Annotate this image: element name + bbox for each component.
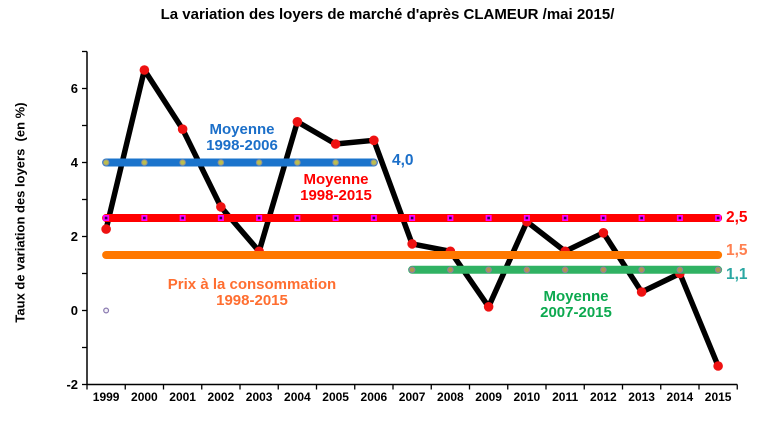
data-point-2002	[216, 202, 226, 212]
stray-point-marker	[103, 307, 110, 314]
hline-marker	[408, 266, 416, 274]
y-tick-label: 0	[71, 303, 78, 318]
hline-marker-inner	[219, 216, 223, 220]
data-point-2000	[139, 65, 150, 75]
annotation-line: Prix à la consommation	[167, 276, 337, 293]
x-tick-label: 2003	[246, 390, 273, 404]
x-tick-label: 2001	[169, 390, 196, 404]
y-tick-label: 2	[71, 229, 78, 244]
annotation-line: 1998-2015	[216, 292, 288, 309]
x-tick-label: 2000	[131, 390, 158, 404]
value-label-moyenne-1998-2015: 2,5	[726, 209, 748, 226]
hline-marker-inner	[372, 216, 376, 220]
hline-marker-inner	[296, 216, 299, 220]
data-point-2007	[407, 239, 417, 249]
value-label-moyenne-1998-2006: 4,0	[392, 152, 414, 169]
data-point-2001	[177, 124, 188, 134]
x-tick-label: 2011	[552, 390, 578, 404]
x-tick-label: 2007	[399, 390, 426, 404]
annotation-line: Moyenne	[209, 121, 275, 138]
hline-marker-inner	[257, 216, 261, 220]
data-point-1999	[101, 224, 111, 234]
x-tick-label: 2008	[437, 390, 464, 404]
hline-marker-inner	[449, 216, 452, 220]
hline-marker-inner	[334, 216, 337, 220]
hline-marker	[638, 266, 645, 274]
data-point-2005	[330, 139, 341, 149]
annotation-line: 2007-2015	[540, 304, 612, 321]
value-label-moyenne-2007-2015: 1,1	[726, 266, 748, 283]
x-tick-label: 2010	[514, 390, 541, 404]
data-point-2004	[292, 117, 303, 127]
y-tick-label: 6	[71, 81, 78, 96]
x-tick-label: 2014	[667, 390, 694, 404]
x-tick-label: 2004	[284, 390, 311, 404]
x-tick-label: 2006	[361, 390, 388, 404]
hline-marker	[179, 159, 186, 166]
annotation-line: 1998-2006	[206, 137, 278, 154]
hline-marker-inner	[716, 216, 720, 220]
annotation-moyenne-2007-2015: Moyenne 2007-2015	[526, 289, 626, 321]
x-tick-label: 1999	[93, 390, 120, 404]
x-tick-label: 2015	[705, 390, 732, 404]
hline-marker	[561, 266, 569, 274]
hline-marker-inner	[410, 216, 414, 220]
data-point-2013	[636, 287, 647, 297]
hline-marker	[485, 266, 492, 274]
hline-marker-inner	[678, 216, 682, 220]
hline-marker-inner	[640, 216, 643, 220]
hline-marker	[523, 266, 531, 274]
x-tick-label: 2013	[628, 390, 655, 404]
data-point-2015	[713, 361, 723, 371]
hline-marker-inner	[563, 216, 567, 220]
hline-marker	[294, 159, 301, 166]
data-point-2009	[483, 302, 494, 312]
data-point-2012	[598, 228, 609, 238]
hline-marker-inner	[143, 216, 146, 220]
hline-marker-inner	[181, 216, 184, 220]
annotation-moyenne-1998-2006: Moyenne 1998-2006	[192, 122, 292, 154]
hline-marker	[370, 159, 378, 166]
x-tick-label: 2012	[590, 390, 617, 404]
hline-marker-inner	[104, 216, 108, 220]
annotation-line: 1998-2015	[300, 187, 372, 204]
x-tick-label: 2005	[322, 390, 349, 404]
chart-title: La variation des loyers de marché d'aprè…	[160, 6, 615, 23]
annotation-line: Moyenne	[543, 288, 609, 305]
hline-marker	[332, 159, 339, 166]
hline-marker	[676, 266, 684, 274]
y-tick-label: 4	[71, 155, 79, 170]
hline-marker	[255, 159, 263, 166]
annotation-line: Moyenne	[303, 171, 369, 188]
hline-marker-inner	[487, 216, 490, 220]
annotation-moyenne-1998-2015: Moyenne 1998-2015	[286, 172, 386, 204]
hline-marker-inner	[525, 216, 529, 220]
hline-marker-inner	[602, 216, 605, 220]
y-tick-label: -2	[66, 377, 78, 392]
annotation-prix-consommation: Prix à la consommation 1998-2015	[152, 277, 352, 309]
data-point-2006	[369, 135, 379, 146]
hline-marker	[102, 159, 110, 166]
x-tick-label: 2009	[475, 390, 502, 404]
hline-marker	[141, 159, 148, 166]
hline-marker	[447, 266, 454, 274]
x-tick-label: 2002	[208, 390, 235, 404]
value-label-prix-consommation: 1,5	[726, 242, 748, 259]
hline-marker	[600, 266, 607, 274]
hline-marker	[714, 266, 722, 274]
hline-marker	[217, 159, 225, 166]
